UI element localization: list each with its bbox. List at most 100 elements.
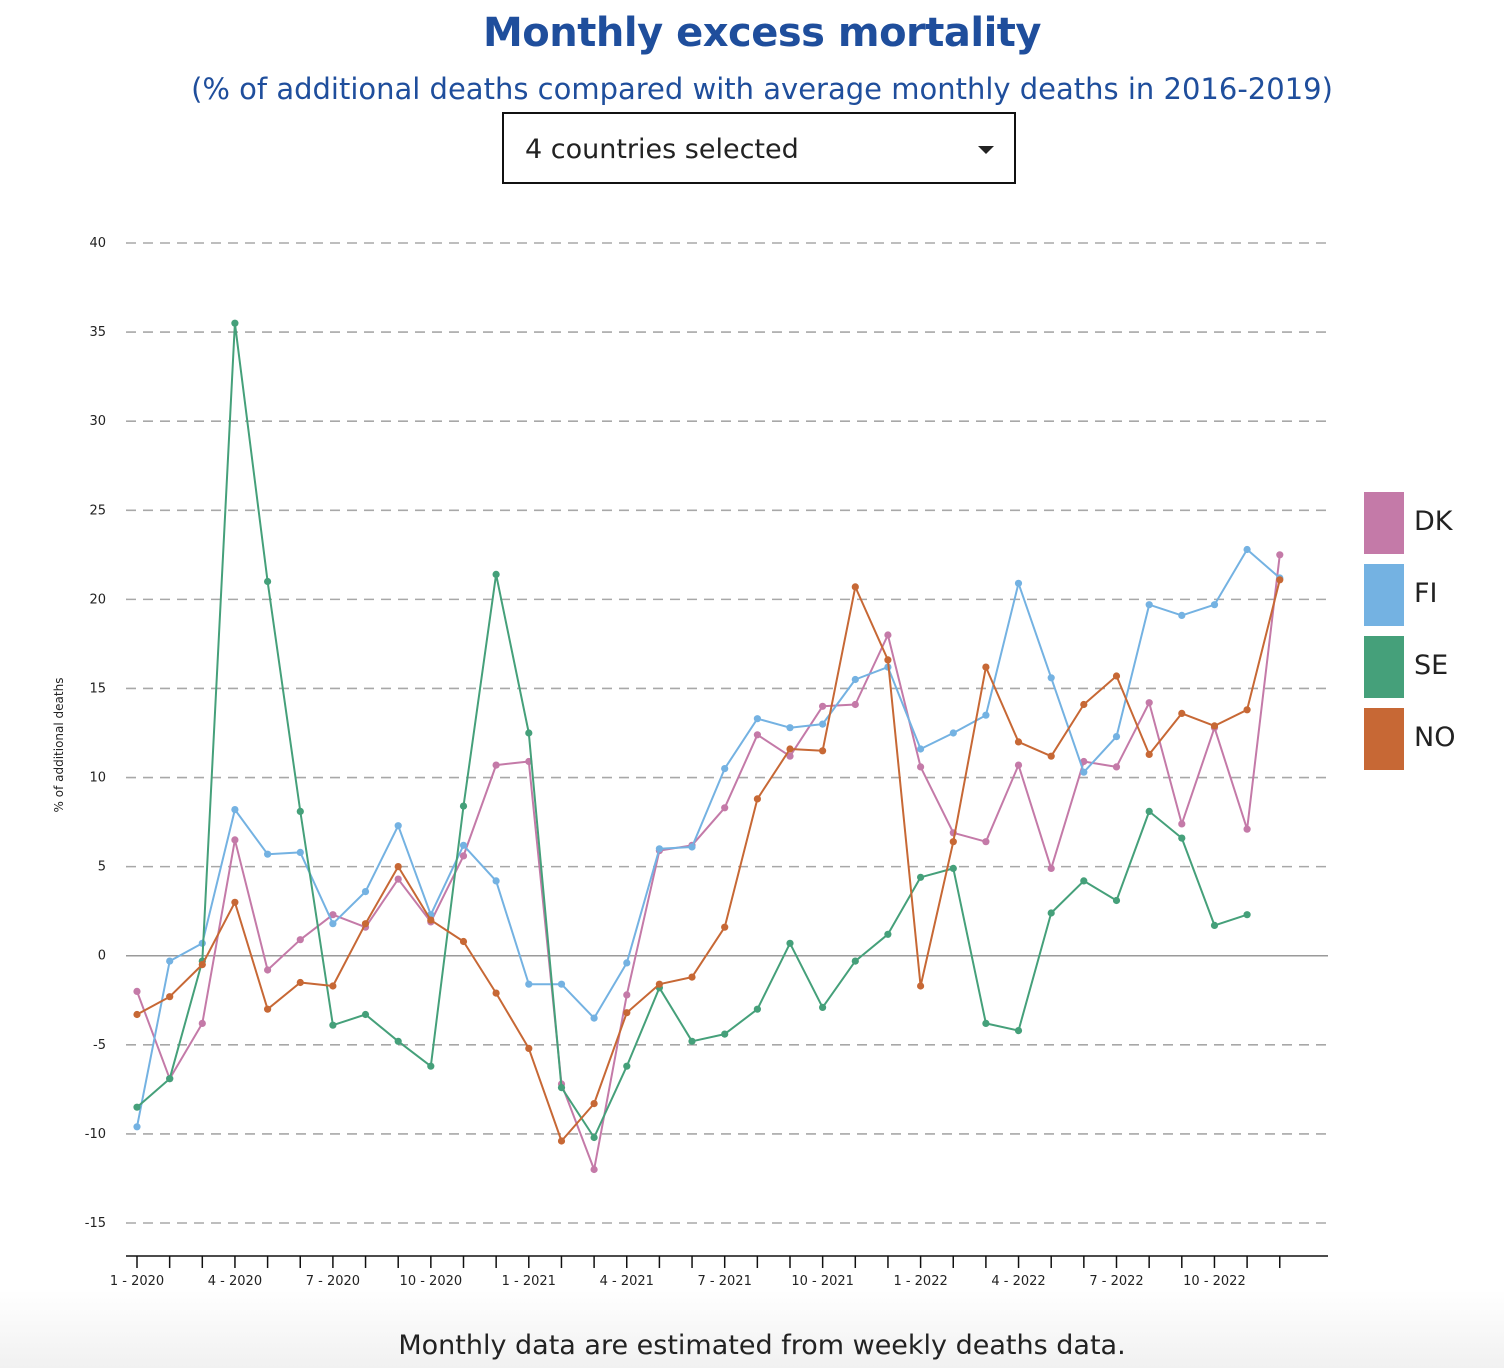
y-tick-label: 0 bbox=[98, 949, 106, 964]
data-point-dk bbox=[982, 838, 990, 846]
data-point-dk bbox=[1276, 551, 1284, 559]
data-point-fi bbox=[655, 845, 664, 853]
data-point-fi bbox=[623, 959, 631, 967]
data-point-fi bbox=[1243, 545, 1251, 554]
y-tick-label: -5 bbox=[93, 1038, 106, 1053]
data-point-no bbox=[1112, 672, 1121, 680]
data-point-fi bbox=[1210, 601, 1219, 609]
series-line-no bbox=[136, 579, 1281, 1142]
data-point-dk bbox=[492, 761, 500, 769]
data-point-no bbox=[557, 1137, 566, 1145]
data-point-se bbox=[819, 1003, 827, 1012]
data-point-no bbox=[525, 1044, 533, 1052]
legend-swatch-no bbox=[1364, 708, 1404, 770]
data-point-se bbox=[1047, 909, 1055, 917]
data-point-fi bbox=[296, 848, 304, 857]
data-point-se bbox=[557, 1084, 566, 1092]
grid-lines bbox=[126, 242, 1328, 1224]
y-tick-label: -10 bbox=[85, 1127, 106, 1142]
data-point-se bbox=[753, 1005, 762, 1013]
data-point-se bbox=[394, 1037, 402, 1045]
data-point-fi bbox=[264, 850, 272, 858]
data-point-fi bbox=[1178, 611, 1186, 620]
legend-item-dk[interactable]: DK bbox=[1364, 492, 1504, 554]
x-tick-label: 7 - 2021 bbox=[698, 1274, 752, 1289]
data-point-dk bbox=[459, 852, 468, 860]
data-point-no bbox=[721, 923, 729, 931]
y-tick-label: 30 bbox=[89, 414, 106, 429]
data-point-se bbox=[1080, 877, 1088, 885]
data-point-dk bbox=[1145, 699, 1153, 707]
x-axis: 1 - 2020 4 - 2020 7 - 2020 10 - 2020 1 - 202… bbox=[110, 1255, 1328, 1289]
data-point-se bbox=[884, 930, 892, 938]
data-point-dk bbox=[623, 991, 631, 999]
data-point-se bbox=[296, 807, 304, 816]
legend-swatch-fi bbox=[1364, 564, 1404, 626]
data-point-no bbox=[296, 978, 304, 987]
legend-item-fi[interactable]: FI bbox=[1364, 564, 1504, 626]
caret-down-icon[interactable] bbox=[978, 146, 994, 154]
data-point-se bbox=[917, 873, 925, 881]
footer-note: Monthly data are estimated from weekly d… bbox=[398, 1330, 1126, 1361]
series-line-fi bbox=[136, 548, 1281, 1127]
data-point-no bbox=[949, 838, 957, 846]
data-point-fi bbox=[1145, 601, 1153, 609]
data-point-se bbox=[427, 1062, 435, 1070]
data-point-dk bbox=[231, 836, 239, 844]
y-tick-label: 20 bbox=[89, 592, 106, 607]
data-point-no bbox=[198, 961, 206, 969]
data-point-no bbox=[133, 1010, 141, 1019]
data-point-se bbox=[264, 577, 272, 586]
data-point-se bbox=[623, 1062, 631, 1070]
x-tick-label: 1 - 2022 bbox=[893, 1274, 947, 1289]
legend-swatch-dk bbox=[1364, 492, 1404, 554]
x-tick-label: 4 - 2021 bbox=[600, 1274, 654, 1289]
data-point-fi bbox=[949, 729, 957, 737]
chart-subtitle: (% of additional deaths compared with av… bbox=[191, 72, 1333, 106]
data-point-fi bbox=[166, 957, 174, 965]
data-point-no bbox=[329, 982, 337, 990]
data-point-fi bbox=[590, 1014, 598, 1022]
data-point-no bbox=[1243, 706, 1251, 714]
data-point-se bbox=[329, 1021, 337, 1029]
footer-band bbox=[0, 1290, 1504, 1368]
legend-label-dk: DK bbox=[1414, 506, 1453, 537]
x-tick-label: 10 - 2022 bbox=[1183, 1274, 1246, 1289]
data-point-se bbox=[459, 802, 468, 810]
data-point-se bbox=[492, 570, 500, 579]
data-point-dk bbox=[296, 936, 304, 944]
data-point-fi bbox=[329, 920, 337, 928]
data-point-no bbox=[1276, 576, 1284, 584]
x-tick-label: 7 - 2020 bbox=[306, 1274, 360, 1289]
data-point-no bbox=[264, 1005, 272, 1013]
data-point-dk bbox=[1112, 763, 1121, 771]
series-fi bbox=[133, 545, 1284, 1131]
legend-item-no[interactable]: NO bbox=[1364, 708, 1504, 770]
legend-label-no: NO bbox=[1414, 722, 1456, 753]
data-point-dk bbox=[786, 752, 794, 760]
data-point-no bbox=[851, 583, 859, 591]
line-chart: 1 - 2020 4 - 2020 7 - 2020 10 - 2020 1 - 202… bbox=[52, 236, 1328, 1289]
data-point-dk bbox=[1178, 820, 1186, 828]
data-point-se bbox=[525, 729, 533, 737]
data-point-fi bbox=[525, 980, 533, 988]
data-point-no bbox=[459, 937, 468, 946]
data-point-se bbox=[1112, 896, 1121, 905]
data-point-dk bbox=[917, 763, 925, 771]
data-point-no bbox=[1178, 709, 1186, 718]
data-point-fi bbox=[982, 711, 990, 719]
x-tick-label: 4 - 2022 bbox=[991, 1274, 1045, 1289]
country-selector-dropdown[interactable]: 4 countries selected bbox=[502, 112, 1016, 184]
series-dk bbox=[133, 551, 1284, 1174]
data-point-dk bbox=[133, 987, 141, 996]
legend-label-se: SE bbox=[1414, 650, 1449, 681]
data-point-dk bbox=[198, 1019, 206, 1027]
y-tick-label: 35 bbox=[89, 325, 106, 340]
data-point-fi bbox=[819, 720, 827, 728]
data-point-se bbox=[1178, 834, 1186, 842]
data-point-fi bbox=[917, 745, 925, 753]
series-se bbox=[133, 319, 1251, 1142]
series-lines bbox=[133, 319, 1284, 1174]
series-line-se bbox=[136, 322, 1248, 1139]
legend-item-se[interactable]: SE bbox=[1364, 636, 1504, 698]
